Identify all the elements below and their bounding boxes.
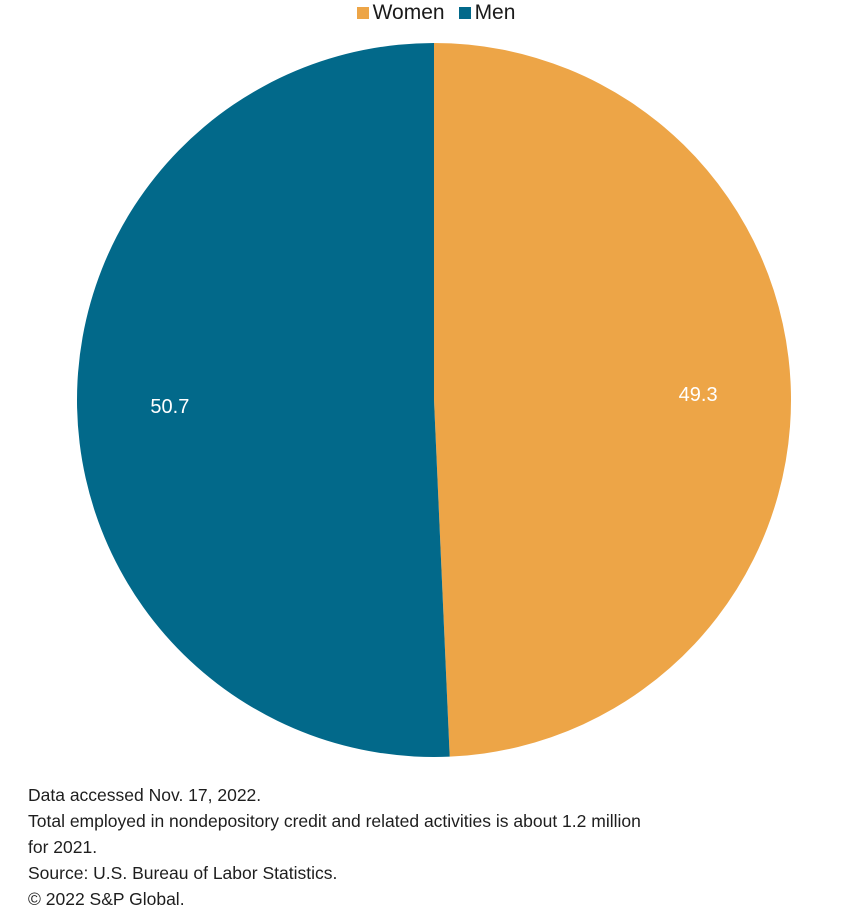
pie-slice-women [434,43,792,757]
legend-swatch-women [356,7,369,19]
legend-item-women: Women [356,1,445,25]
legend-swatch-men [458,7,471,19]
legend-item-men: Men [458,1,516,25]
note-data-accessed: Data accessed Nov. 17, 2022. [28,785,262,805]
slice-label-women: 49.3 [679,384,718,406]
slice-label-men: 50.7 [150,396,189,418]
legend-label-women: Women [372,1,445,24]
note-total-employed: Total employed in nondepository credit a… [28,811,641,831]
legend-label-men: Men [474,1,516,24]
pie-slice-men [77,43,450,757]
note-copyright: © 2022 S&P Global. [28,889,185,909]
chart-notes: Data accessed Nov. 17, 2022. Total emplo… [28,782,848,912]
note-source: Source: U.S. Bureau of Labor Statistics. [28,863,338,883]
note-total-employed-cont: for 2021. [28,837,98,857]
chart-legend: Women Men [0,0,862,26]
